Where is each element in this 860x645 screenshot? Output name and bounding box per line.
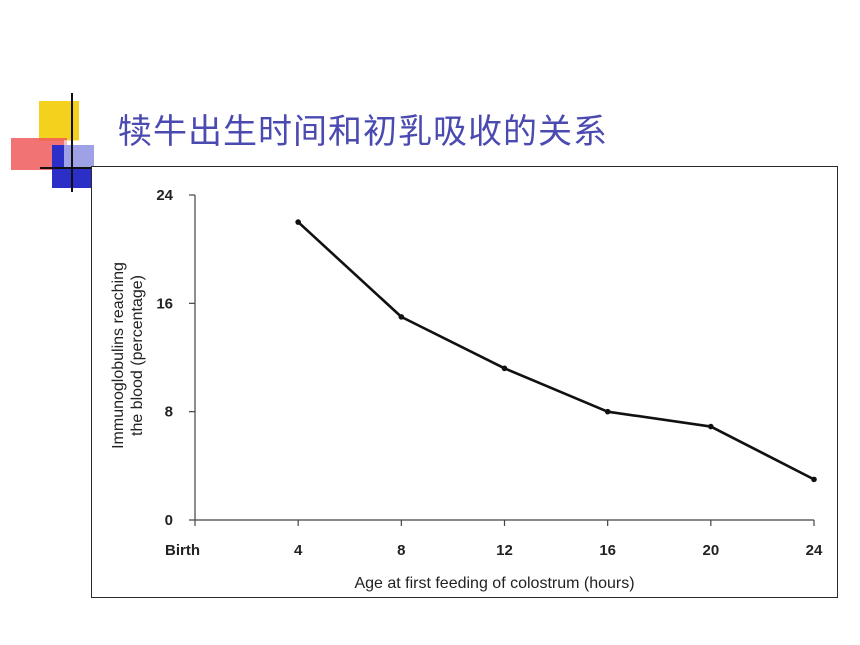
y-tick-label: 16 <box>156 295 173 312</box>
y-tick-label: 24 <box>156 187 173 204</box>
data-point <box>398 314 405 320</box>
x-tick-label: 4 <box>294 542 303 559</box>
highlight-square <box>64 140 98 168</box>
x-tick-label: 8 <box>397 542 405 559</box>
slide-title: 犊牛出生时间和初乳吸收的关系 <box>118 112 608 152</box>
y-axis: 0 8 16 24 <box>156 187 196 529</box>
x-tick-label: 24 <box>806 542 823 559</box>
x-tick-label: 16 <box>599 542 616 559</box>
data-point <box>501 365 508 372</box>
data-point <box>604 408 611 415</box>
x-axis-title: Age at first feeding of colostrum (hours… <box>354 575 634 592</box>
y-tick-label: 8 <box>165 404 173 421</box>
line-chart: 0 8 16 24 Birth 4 8 12 16 20 24 Age at first feed… <box>110 187 823 592</box>
series-line <box>297 221 815 481</box>
series <box>295 219 817 483</box>
y-tick-label: 0 <box>165 512 173 529</box>
data-point <box>708 423 714 430</box>
y-axis-title: Immunoglobulins reaching the blood (perc… <box>110 262 146 449</box>
x-tick-label: 12 <box>496 542 513 559</box>
x-tick-label: 20 <box>702 542 719 559</box>
x-tick-label: Birth <box>165 542 200 559</box>
y-axis-title-line-1: Immunoglobulins reaching <box>110 262 127 449</box>
chart-frame: 0 8 16 24 Birth 4 8 12 16 20 24 Age at first feed… <box>91 166 838 598</box>
y-axis-title-line-2: the blood (percentage) <box>129 275 146 436</box>
data-point <box>811 476 817 483</box>
x-axis: Birth 4 8 12 16 20 24 <box>165 519 823 559</box>
data-point <box>295 219 301 225</box>
